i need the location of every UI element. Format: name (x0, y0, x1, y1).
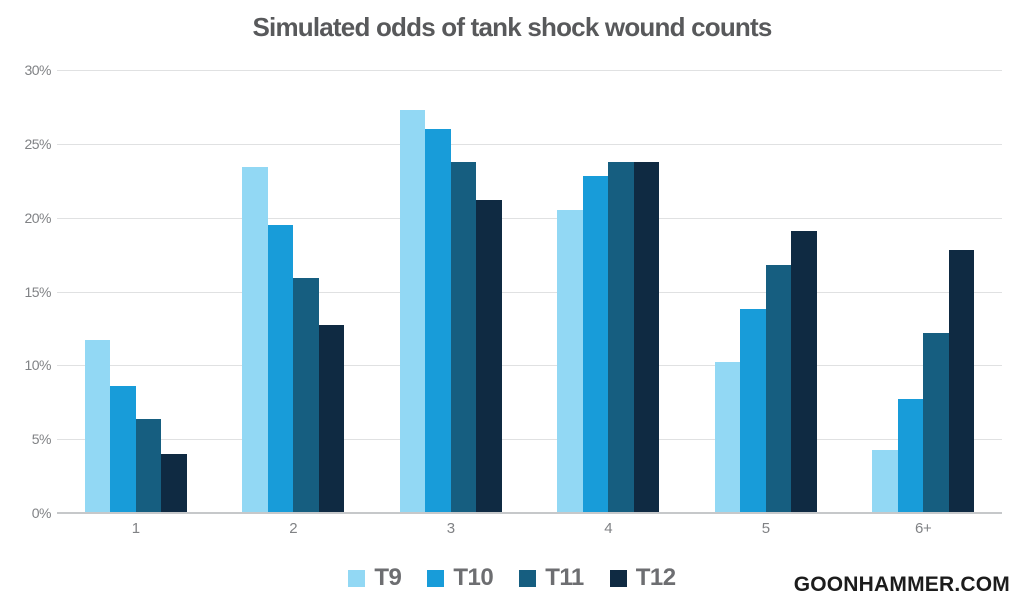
bar-T11-cat3 (450, 161, 477, 513)
gridline-25 (57, 144, 1002, 145)
bar-T12-cat4 (633, 161, 660, 513)
y-tick-label: 15% (24, 284, 51, 300)
gridline-5 (57, 439, 1002, 440)
legend-label-T12: T12 (635, 564, 676, 591)
bar-T12-cat5 (791, 230, 817, 513)
bar-group-5 (714, 70, 817, 513)
legend-label-T9: T9 (374, 564, 402, 591)
bar-group-1 (84, 70, 187, 513)
legend: T9 T10 T11 T12 (0, 566, 1024, 590)
bar-group-6+ (872, 70, 975, 513)
bar-T10-cat5 (740, 309, 766, 513)
legend-label-T11: T11 (545, 564, 584, 591)
legend-swatch-T12 (609, 569, 627, 587)
gridline-20 (57, 218, 1002, 219)
y-tick-label: 20% (24, 210, 51, 226)
bar-T9-cat3 (399, 109, 426, 513)
y-tick-label: 25% (24, 136, 51, 152)
gridline-15 (57, 292, 1002, 293)
bar-T12-cat2 (318, 325, 345, 513)
x-tick-label-6+: 6+ (914, 520, 932, 537)
bar-T9-cat6+ (872, 449, 898, 513)
gridline-30 (57, 70, 1002, 71)
chart-title: Simulated odds of tank shock wound count… (252, 12, 772, 42)
bar-group-2 (242, 70, 345, 513)
bar-T9-cat1 (84, 340, 111, 513)
bar-T12-cat3 (476, 199, 502, 513)
y-tick-label: 5% (31, 431, 52, 447)
x-tick-label-5: 5 (761, 520, 770, 537)
bar-T10-cat4 (582, 176, 609, 513)
bar-group-3 (399, 70, 502, 513)
gridline-10 (57, 365, 1002, 366)
legend-item-T12: T12 (609, 564, 676, 591)
bar-group-4 (557, 70, 660, 513)
legend-item-T9: T9 (348, 564, 402, 591)
x-tick-label-2: 2 (289, 520, 298, 537)
bar-T12-cat1 (161, 453, 187, 513)
legend-swatch-T10 (427, 569, 445, 587)
legend-swatch-T9 (348, 569, 366, 587)
watermark: GOONHAMMER.COM (793, 573, 1010, 596)
legend-item-T11: T11 (519, 566, 584, 590)
bar-T12-cat6+ (948, 250, 975, 513)
legend-swatch-T11 (519, 569, 537, 587)
bar-T10-cat1 (110, 386, 136, 513)
bar-T11-cat6+ (923, 332, 949, 513)
bar-T9-cat4 (557, 210, 583, 513)
bar-T11-cat1 (135, 418, 162, 513)
x-axis-line (57, 512, 1002, 514)
bar-T9-cat2 (242, 167, 268, 513)
bar-T11-cat4 (608, 161, 634, 513)
bar-T10-cat3 (425, 129, 451, 513)
bar-T11-cat5 (765, 264, 792, 513)
y-tick-label: 30% (24, 62, 51, 78)
plot-area: 0% 5% 10% 15% 20% 25% 30% 1 2 3 4 5 6+ (24, 62, 1002, 537)
bar-T10-cat2 (267, 225, 294, 513)
legend-item-T10: T10 (427, 564, 494, 591)
legend-label-T10: T10 (453, 564, 494, 591)
bar-T10-cat6+ (897, 399, 924, 513)
x-tick-label-1: 1 (131, 520, 140, 537)
x-tick-label-3: 3 (446, 520, 455, 537)
y-tick-label: 10% (24, 357, 51, 373)
x-tick-label-4: 4 (604, 520, 613, 537)
bar-T11-cat2 (293, 278, 319, 513)
bar-T9-cat5 (714, 362, 741, 513)
y-tick-label: 0% (31, 505, 52, 521)
